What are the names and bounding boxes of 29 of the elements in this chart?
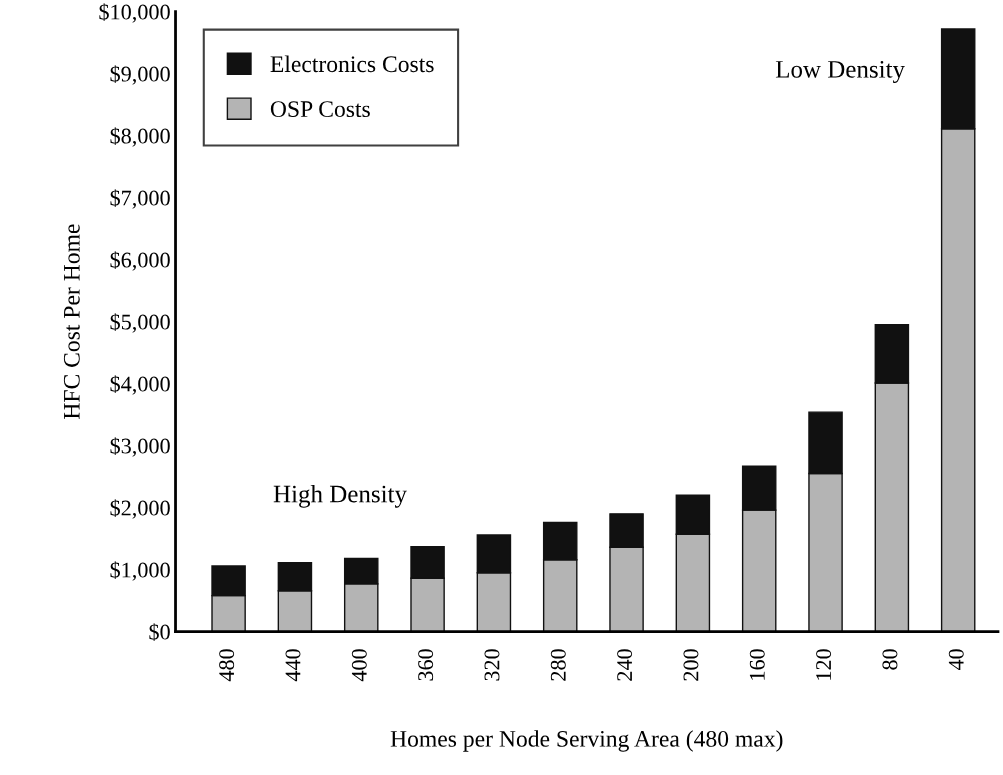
x-tick-label: 320 xyxy=(484,649,500,681)
y-tick-label: $7,000 xyxy=(110,189,170,209)
annotation: Low Density xyxy=(775,60,905,83)
x-tick-label: 440 xyxy=(285,649,301,682)
x-tick-label: 360 xyxy=(418,649,434,681)
y-tick-label: $3,000 xyxy=(110,437,170,457)
x-tick-label: 120 xyxy=(816,649,832,680)
x-tick-label: 240 xyxy=(617,649,633,681)
x-tick-label: 40 xyxy=(948,649,964,671)
annotation: High Density xyxy=(273,484,407,508)
y-tick-label: $4,000 xyxy=(110,375,170,395)
x-tick-label: 400 xyxy=(351,649,367,682)
x-tick-label: 160 xyxy=(749,649,765,680)
x-tick-label: 480 xyxy=(219,649,235,682)
y-axis-title: HFC Cost Per Home xyxy=(63,224,80,420)
x-axis-title: Homes per Node Serving Area (480 max) xyxy=(390,730,783,752)
y-tick-label: $5,000 xyxy=(110,313,170,333)
y-tick-label: $8,000 xyxy=(110,127,170,147)
x-tick-label: 280 xyxy=(550,649,566,681)
y-tick-label: $2,000 xyxy=(110,499,170,519)
y-tick-label: $10,000 xyxy=(99,3,170,23)
y-tick-label: $9,000 xyxy=(110,65,170,85)
y-tick-label: $6,000 xyxy=(110,251,170,271)
legend-label: OSP Costs xyxy=(270,101,370,118)
x-tick-label: 80 xyxy=(882,649,898,670)
y-tick-label: $1,000 xyxy=(110,561,170,581)
legend-label: Electronics Costs xyxy=(270,55,434,73)
y-tick-label: $0 xyxy=(149,623,170,642)
x-tick-label: 200 xyxy=(683,649,699,681)
